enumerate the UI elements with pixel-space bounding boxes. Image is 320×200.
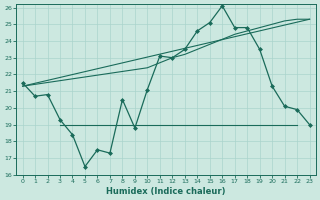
X-axis label: Humidex (Indice chaleur): Humidex (Indice chaleur) xyxy=(106,187,226,196)
